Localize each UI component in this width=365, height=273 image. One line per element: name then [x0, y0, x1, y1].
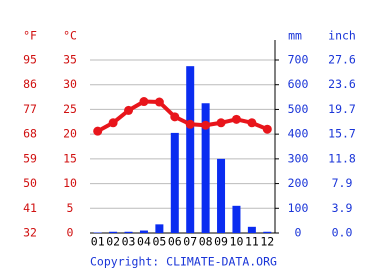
- mm-tick-label: 500: [288, 102, 309, 116]
- mm-tick-label: 300: [288, 151, 309, 165]
- f-unit-label: °F: [23, 29, 37, 43]
- bar: [247, 226, 256, 233]
- mm-unit-label: mm: [288, 29, 302, 43]
- mm-tick-label: 600: [288, 77, 309, 91]
- bar: [263, 231, 272, 233]
- inch-unit-label: inch: [328, 29, 356, 43]
- bar: [201, 103, 210, 233]
- temperature-point: [231, 114, 241, 124]
- x-tick-label: 12: [260, 235, 274, 249]
- x-tick-label: 10: [230, 235, 244, 249]
- f-tick-label: 32: [23, 226, 37, 240]
- bar: [139, 230, 148, 233]
- temperature-point: [124, 105, 134, 115]
- x-tick-label: 04: [137, 235, 151, 249]
- x-tick-label: 02: [106, 235, 120, 249]
- f-tick-label: 68: [23, 127, 37, 141]
- temperature-line: [96, 99, 269, 133]
- f-tick-label: 59: [23, 151, 37, 165]
- inch-tick-label: 3.9: [332, 201, 353, 215]
- c-tick-label: 25: [63, 102, 77, 116]
- copyright: Copyright: CLIMATE-DATA.ORG: [90, 255, 277, 269]
- inch-tick-label: 15.7: [328, 127, 356, 141]
- inch-tick-label: 19.7: [328, 102, 356, 116]
- c-tick-label: 20: [63, 127, 77, 141]
- x-tick-label: 08: [199, 235, 213, 249]
- x-tick-label: 03: [122, 235, 136, 249]
- f-tick-label: 95: [23, 53, 37, 67]
- x-tick-label: 09: [214, 235, 228, 249]
- bar: [109, 231, 118, 233]
- temperature-point: [93, 126, 103, 136]
- bar: [186, 66, 195, 233]
- c-tick-label: 35: [63, 53, 77, 67]
- c-tick-label: 30: [63, 77, 77, 91]
- bar: [124, 231, 133, 233]
- x-tick-label: 11: [245, 235, 259, 249]
- x-tick-label: 01: [91, 235, 105, 249]
- inch-tick-label: 0.0: [332, 226, 353, 240]
- inch-tick-label: 7.9: [332, 176, 353, 190]
- temperature-point: [247, 118, 257, 128]
- c-unit-label: °C: [63, 29, 77, 43]
- c-tick-label: 5: [67, 201, 74, 215]
- c-tick-label: 10: [63, 176, 77, 190]
- temperature-point: [201, 120, 211, 130]
- inch-tick-label: 11.8: [328, 151, 356, 165]
- inch-tick-label: 27.6: [328, 53, 356, 67]
- bar: [170, 132, 179, 233]
- temperature-point: [154, 97, 164, 107]
- mm-tick-label: 400: [288, 127, 309, 141]
- c-tick-label: 15: [63, 151, 77, 165]
- mm-tick-label: 0: [295, 226, 302, 240]
- f-tick-label: 77: [23, 102, 37, 116]
- x-tick-label: 05: [152, 235, 166, 249]
- temperature-point: [139, 97, 149, 107]
- temperature-point: [185, 119, 195, 129]
- inch-tick-label: 23.6: [328, 77, 356, 91]
- f-tick-label: 86: [23, 77, 37, 91]
- mm-tick-label: 200: [288, 176, 309, 190]
- x-tick-label: 06: [168, 235, 182, 249]
- mm-tick-label: 700: [288, 53, 309, 67]
- temperature-point: [108, 118, 118, 128]
- temperature-point: [170, 112, 180, 122]
- bar: [217, 158, 226, 233]
- temperature-point: [262, 124, 272, 134]
- x-tick-label: 07: [183, 235, 197, 249]
- bar: [232, 205, 241, 233]
- bar: [155, 224, 164, 233]
- f-tick-label: 50: [23, 176, 37, 190]
- temperature-point: [216, 118, 226, 128]
- c-tick-label: 0: [67, 226, 74, 240]
- mm-tick-label: 100: [288, 201, 309, 215]
- f-tick-label: 41: [23, 201, 37, 215]
